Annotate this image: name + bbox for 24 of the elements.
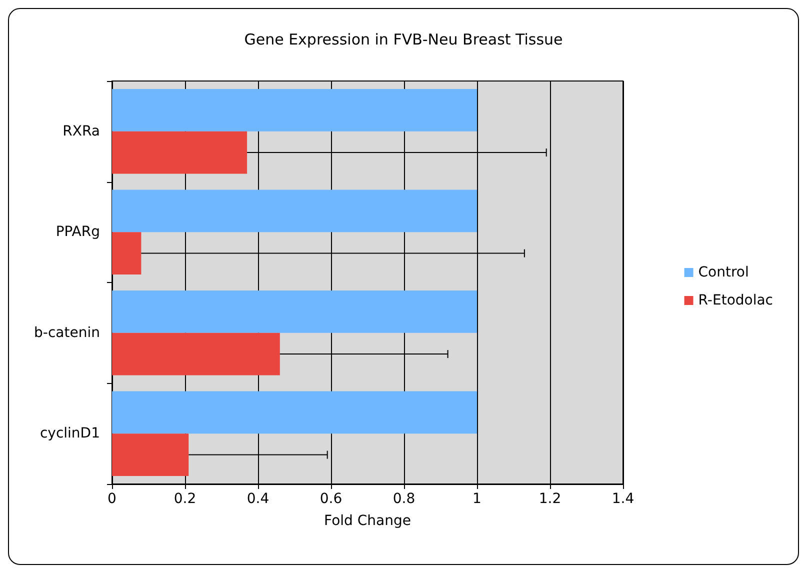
x-tick-label: 0: [108, 491, 116, 507]
bar: [112, 131, 248, 174]
x-tick-label: 0.2: [174, 491, 196, 507]
y-tick-label: PPARg: [56, 224, 100, 240]
x-axis-title: Fold Change: [324, 513, 411, 529]
bar: [112, 290, 477, 333]
bar: [112, 190, 477, 232]
x-tick-label: 1: [472, 491, 482, 507]
x-tick-label: 1.4: [612, 491, 634, 507]
x-tick-label: 1.2: [538, 491, 562, 507]
legend-label: Control: [698, 264, 749, 280]
y-tick-label: b-catenin: [34, 324, 100, 341]
x-tick-label: 0.6: [320, 491, 342, 507]
x-tick-label: 0.8: [392, 491, 416, 507]
bar: [112, 391, 477, 434]
y-tick-label: cyclinD1: [40, 426, 100, 442]
y-tick-label: RXRa: [62, 123, 100, 140]
chart-title: Gene Expression in FVB-Neu Breast Tissue: [244, 30, 563, 48]
bar: [112, 434, 189, 476]
legend-label: R-Etodolac: [698, 292, 774, 308]
bar: [112, 89, 477, 132]
bar: [112, 232, 142, 274]
x-tick-label: 0.4: [246, 491, 270, 507]
bar: [112, 332, 280, 376]
